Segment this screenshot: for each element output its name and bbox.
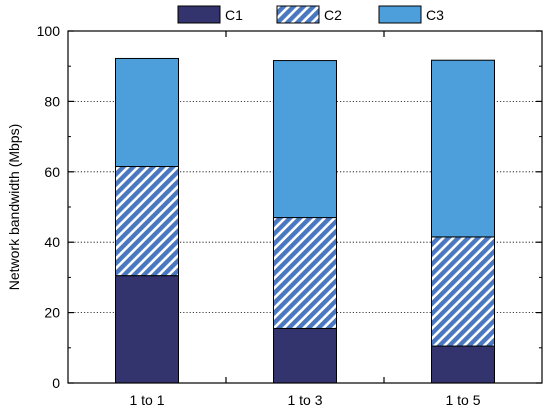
legend: C1 C2 C3	[177, 5, 444, 24]
legend-swatch-c3	[378, 5, 422, 24]
legend-swatch-c1	[177, 5, 221, 24]
legend-label-c1: C1	[225, 7, 243, 23]
y-axis: 0 20 40 60 80 100	[37, 23, 542, 391]
y-tick-label: 40	[44, 234, 60, 250]
bar-segment-c1	[273, 327, 337, 384]
bar-segment-c3	[115, 57, 179, 168]
legend-label-c2: C2	[324, 7, 342, 23]
y-tick-label: 80	[44, 93, 60, 109]
x-axis: 1 to 1 1 to 3 1 to 5	[129, 31, 481, 408]
x-tick-label: 1 to 1	[129, 392, 164, 408]
x-tick-label: 1 to 3	[287, 392, 322, 408]
y-tick-label: 20	[44, 305, 60, 321]
bar-segment-c3	[273, 60, 337, 219]
bar-segment-c1	[115, 275, 179, 384]
y-axis-label: Network bandwidth (Mbps)	[6, 124, 22, 291]
bar-segment-c2	[273, 217, 337, 329]
bar-segment-c2	[431, 236, 495, 347]
y-tick-label: 100	[37, 23, 61, 39]
bars	[115, 57, 495, 384]
bar-segment-c2	[115, 166, 179, 277]
x-tick-label: 1 to 5	[445, 392, 480, 408]
bar-segment-c3	[431, 59, 495, 238]
bar-segment-c1	[431, 345, 495, 384]
y-tick-label: 0	[52, 375, 60, 391]
y-tick-label: 60	[44, 164, 60, 180]
legend-swatch-c2	[276, 5, 320, 24]
legend-label-c3: C3	[426, 7, 444, 23]
